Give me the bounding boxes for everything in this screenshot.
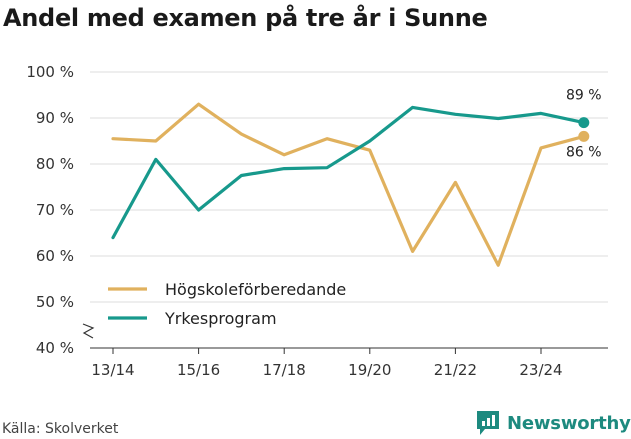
source-note: Källa: Skolverket xyxy=(2,421,119,437)
x-tick-label: 23/24 xyxy=(519,361,562,379)
legend-label: Högskoleförberedande xyxy=(165,280,346,299)
y-tick-label: 50 % xyxy=(36,293,74,311)
x-tick-label: 19/20 xyxy=(348,361,391,379)
legend-label: Yrkesprogram xyxy=(164,309,277,328)
y-tick-label: 60 % xyxy=(36,247,74,265)
series-lines: 86 % 89 % xyxy=(111,88,602,267)
x-tick-label: 21/22 xyxy=(434,361,477,379)
end-point-marker xyxy=(578,117,590,129)
y-tick-label: 100 % xyxy=(26,63,74,81)
brand-name: Newsworthy xyxy=(507,412,631,434)
end-value-label: 86 % xyxy=(566,144,602,160)
series-line xyxy=(111,102,586,267)
end-value-label: 89 % xyxy=(566,88,602,104)
x-axis: 13/14 15/16 17/18 19/20 21/22 23/24 xyxy=(90,347,608,379)
axis-break-icon xyxy=(82,323,95,339)
newsworthy-logo-icon xyxy=(477,411,499,435)
axis-break-zigzag xyxy=(82,323,95,339)
legend: Högskoleförberedande Yrkesprogram xyxy=(108,280,346,328)
x-tick-label: 17/18 xyxy=(263,361,306,379)
chart-title: Andel med examen på tre år i Sunne xyxy=(3,4,488,32)
y-tick-label: 40 % xyxy=(36,339,74,357)
gridlines xyxy=(90,71,608,303)
y-tick-label: 90 % xyxy=(36,109,74,127)
x-tick-label: 13/14 xyxy=(91,361,134,379)
newsworthy-logo: Newsworthy xyxy=(475,407,631,439)
y-tick-label: 70 % xyxy=(36,201,74,219)
end-point-marker xyxy=(578,130,590,142)
x-tick-label: 15/16 xyxy=(177,361,220,379)
y-tick-label: 80 % xyxy=(36,155,74,173)
series-line xyxy=(111,105,586,240)
y-axis-ticks: 40 % 50 % 60 % 70 % 80 % 90 % 100 % xyxy=(26,63,74,357)
